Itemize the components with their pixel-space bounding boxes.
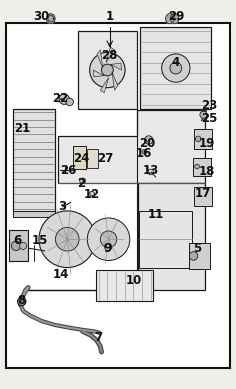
Circle shape — [90, 191, 94, 196]
Circle shape — [148, 169, 153, 175]
Text: 12: 12 — [84, 188, 100, 201]
Bar — [87, 149, 98, 168]
Text: 5: 5 — [193, 242, 201, 255]
Bar — [13, 211, 55, 217]
Polygon shape — [28, 183, 205, 290]
Text: 16: 16 — [136, 147, 152, 160]
Text: 29: 29 — [168, 10, 184, 23]
Circle shape — [142, 149, 147, 154]
Text: 28: 28 — [101, 49, 118, 62]
Text: 19: 19 — [198, 137, 215, 150]
Bar — [73, 146, 86, 169]
Text: 20: 20 — [139, 137, 156, 150]
Polygon shape — [93, 70, 104, 77]
Bar — [96, 270, 153, 301]
Text: 13: 13 — [143, 164, 159, 177]
Text: 11: 11 — [148, 208, 164, 221]
Polygon shape — [166, 14, 174, 24]
Circle shape — [144, 136, 153, 144]
Text: 26: 26 — [60, 164, 77, 177]
Polygon shape — [111, 63, 122, 70]
Text: 24: 24 — [73, 152, 90, 165]
Circle shape — [200, 111, 207, 118]
Circle shape — [59, 94, 69, 104]
Text: 2: 2 — [77, 177, 85, 190]
Polygon shape — [78, 31, 137, 109]
Circle shape — [55, 228, 79, 251]
Polygon shape — [100, 77, 109, 93]
Text: 27: 27 — [97, 152, 113, 165]
Text: 22: 22 — [52, 91, 68, 105]
Circle shape — [90, 52, 125, 88]
Text: 8: 8 — [18, 294, 26, 307]
Text: 10: 10 — [126, 274, 142, 287]
Text: 30: 30 — [33, 10, 49, 23]
Circle shape — [17, 297, 26, 306]
Text: 4: 4 — [172, 56, 180, 69]
Polygon shape — [46, 14, 55, 24]
Polygon shape — [58, 110, 205, 183]
Circle shape — [105, 244, 112, 251]
Circle shape — [101, 64, 113, 76]
Text: 21: 21 — [14, 122, 30, 135]
Circle shape — [195, 136, 201, 142]
Circle shape — [80, 178, 85, 184]
Circle shape — [162, 54, 190, 82]
Circle shape — [100, 231, 117, 247]
Circle shape — [11, 241, 21, 251]
Circle shape — [39, 211, 96, 268]
Text: 14: 14 — [53, 268, 69, 281]
Circle shape — [87, 218, 130, 261]
Circle shape — [170, 62, 182, 74]
Polygon shape — [140, 27, 211, 109]
Bar — [6, 23, 230, 368]
Circle shape — [66, 98, 73, 106]
Text: 15: 15 — [31, 234, 48, 247]
Text: 17: 17 — [195, 187, 211, 200]
Circle shape — [189, 252, 198, 260]
Polygon shape — [13, 109, 55, 212]
Text: 6: 6 — [14, 234, 22, 247]
Text: 1: 1 — [106, 10, 114, 23]
Polygon shape — [112, 72, 118, 90]
Text: 7: 7 — [95, 331, 103, 344]
Polygon shape — [48, 16, 54, 22]
Polygon shape — [194, 129, 212, 149]
Polygon shape — [106, 47, 114, 63]
Text: 9: 9 — [103, 242, 111, 255]
Text: 3: 3 — [59, 200, 67, 214]
Polygon shape — [193, 158, 211, 176]
Polygon shape — [9, 230, 28, 261]
Polygon shape — [194, 187, 212, 206]
Text: 23: 23 — [202, 99, 218, 112]
Polygon shape — [170, 14, 179, 24]
Circle shape — [20, 242, 27, 249]
Text: 18: 18 — [198, 165, 215, 178]
Text: 25: 25 — [201, 112, 218, 125]
Polygon shape — [97, 50, 103, 68]
Polygon shape — [189, 243, 210, 269]
Circle shape — [195, 164, 199, 169]
Bar — [139, 211, 192, 268]
